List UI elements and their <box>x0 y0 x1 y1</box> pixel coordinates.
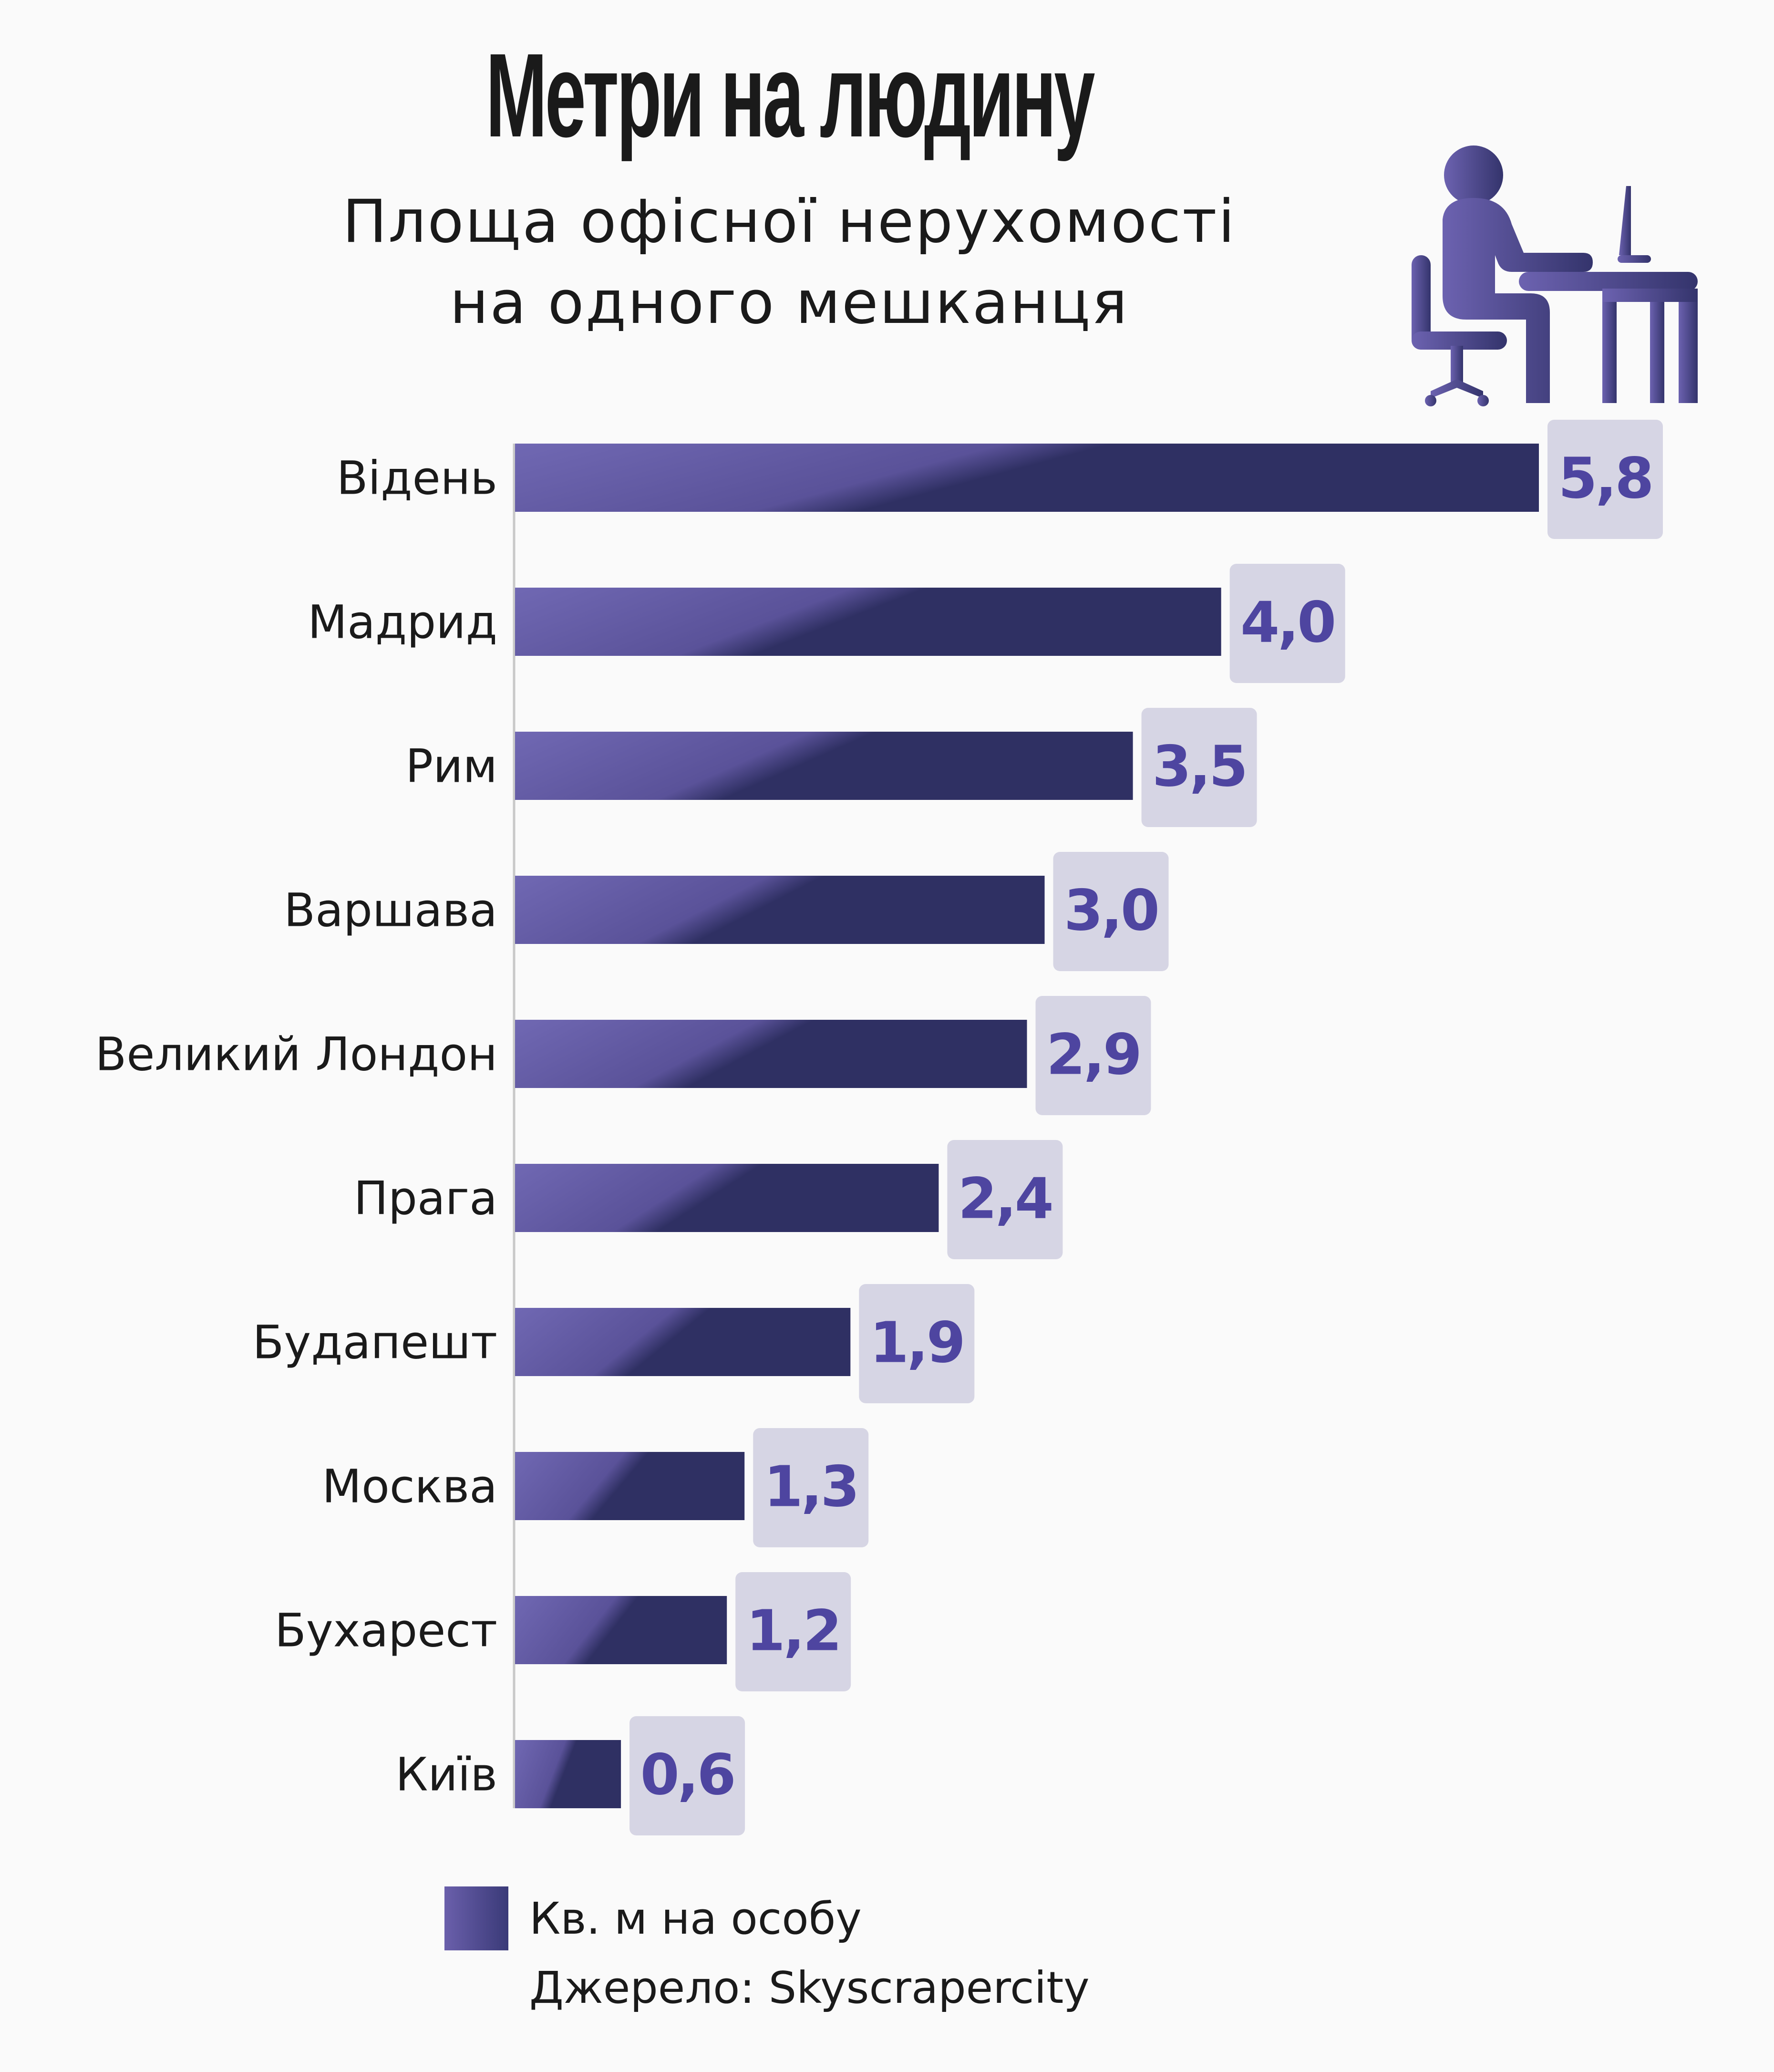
value-label: 2,9 <box>1046 1022 1140 1088</box>
value-label-box <box>735 1572 851 1691</box>
subtitle-line-2: на одного мешканця <box>450 269 1129 337</box>
value-label-box <box>1053 852 1169 971</box>
legend-swatch <box>444 1886 508 1950</box>
value-label: 1,3 <box>764 1454 858 1520</box>
value-label: 1,2 <box>746 1598 840 1664</box>
category-label: Варшава <box>284 884 497 937</box>
value-label: 1,9 <box>870 1310 964 1376</box>
category-label: Мадрид <box>308 596 497 649</box>
value-label-box <box>1229 564 1345 683</box>
category-label: Київ <box>395 1748 497 1802</box>
value-label-box <box>1141 708 1257 827</box>
value-label: 4,0 <box>1240 590 1334 655</box>
bar <box>515 1596 727 1664</box>
subtitle-line-1: Площа офісної нерухомості <box>342 187 1236 256</box>
value-label-box <box>1547 420 1663 539</box>
category-label: Рим <box>405 740 497 793</box>
bar <box>515 444 1539 512</box>
bar <box>515 588 1221 656</box>
category-label: Москва <box>322 1460 497 1513</box>
value-label-box <box>629 1716 745 1835</box>
category-label: Бухарест <box>275 1604 497 1658</box>
value-label: 3,0 <box>1064 878 1158 943</box>
category-label: Прага <box>354 1172 497 1225</box>
value-label: 3,5 <box>1152 734 1246 799</box>
bar <box>515 876 1045 944</box>
value-label: 2,4 <box>958 1166 1052 1232</box>
value-label: 0,6 <box>640 1742 734 1808</box>
value-label-box <box>1035 996 1151 1115</box>
value-label-box <box>753 1428 869 1547</box>
category-label: Відень <box>337 452 497 505</box>
value-label-box <box>947 1140 1063 1259</box>
office-worker-icon <box>1397 141 1702 413</box>
bar <box>515 1740 621 1808</box>
value-label: 5,8 <box>1558 445 1652 511</box>
chart-subtitle: Площа офісної нерухомості на одного мешк… <box>0 181 1578 343</box>
bar <box>515 1308 851 1376</box>
bar <box>515 1020 1027 1088</box>
value-label-box <box>859 1284 975 1403</box>
bar <box>515 732 1133 800</box>
legend-label: Кв. м на особу <box>529 1893 862 1944</box>
bar <box>515 1452 745 1520</box>
chart-title: Метри на людину <box>485 29 1095 162</box>
bar <box>515 1164 939 1232</box>
category-label: Великий Лондон <box>95 1028 497 1081</box>
source-note: Джерело: Skyscrapercity <box>529 1962 1090 2013</box>
category-label: Будапешт <box>253 1316 497 1369</box>
